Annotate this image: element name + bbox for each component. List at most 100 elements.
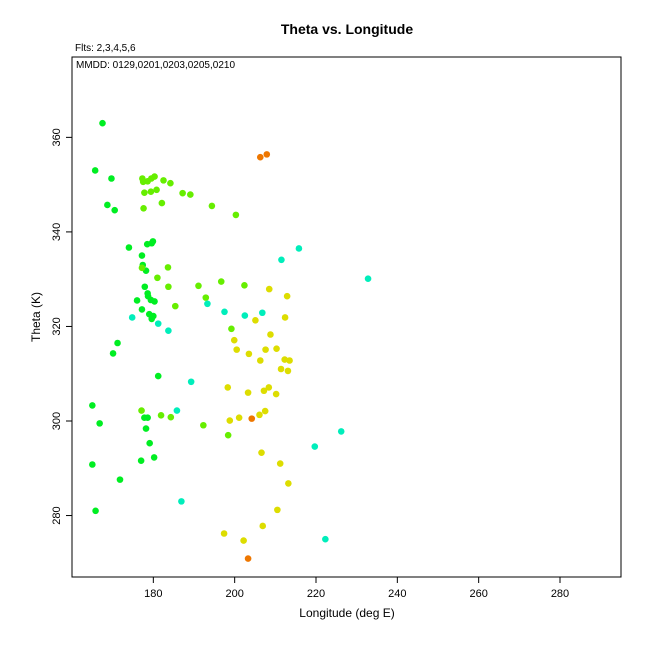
data-point [235,414,243,421]
data-point [284,367,292,375]
data-point [244,555,252,562]
data-point [256,411,263,419]
data-point [89,402,96,409]
data-point [179,189,186,197]
data-point [133,297,141,304]
data-point [128,314,136,321]
data-point [265,285,273,293]
data-point [140,204,147,212]
data-point [141,189,148,196]
data-point [116,476,124,483]
data-point [173,407,181,414]
data-point [261,407,269,415]
data-point [146,439,153,447]
data-point [337,428,345,435]
data-point [89,461,96,468]
data-point [252,317,259,324]
y-tick-label: 300 [51,412,63,430]
data-point [260,387,268,395]
y-tick-label: 320 [51,317,63,335]
x-tick-label: 180 [144,588,162,600]
data-point [259,522,267,530]
x-axis: 180 200 220 240 260 280 [144,577,569,600]
data-point [311,443,319,450]
data-point [241,282,248,289]
data-point [217,278,225,285]
y-tick-label: 360 [51,128,63,146]
data-point [286,357,293,364]
dates-annotation: MMDD: 0129,0201,0203,0205,0210 [76,60,235,71]
data-point [221,308,228,316]
data-point [137,457,145,465]
data-point [149,238,157,245]
data-point [160,177,167,184]
data-point [200,421,207,429]
data-point [91,167,99,174]
data-point [220,530,228,537]
data-point [138,306,146,313]
data-point [295,245,303,252]
data-point [157,412,165,419]
data-point [187,378,195,386]
data-point [256,153,264,161]
data-point [265,384,273,391]
data-point [245,350,253,358]
data-point [262,346,269,353]
data-point [273,345,280,352]
x-tick-label: 280 [551,588,569,600]
chart-title: Theta vs. Longitude [281,21,413,37]
data-point [208,202,216,210]
data-point [109,350,117,357]
data-point [195,282,202,290]
data-point [240,537,247,544]
data-point [96,420,103,427]
data-point [187,191,194,198]
data-point [167,179,174,187]
y-tick-label: 340 [51,223,63,241]
data-point [263,151,271,158]
data-point [99,119,106,127]
data-point [202,294,210,301]
data-point [256,357,264,364]
data-point [108,175,115,182]
data-point [142,425,150,432]
x-tick-label: 220 [307,588,325,600]
data-point [281,356,288,363]
data-point [147,188,155,196]
data-point [165,283,172,291]
data-point [141,283,149,291]
data-point [226,417,234,424]
data-point [233,346,240,353]
data-point [259,309,266,317]
data-point [125,244,133,251]
x-axis-label: Longitude (deg E) [299,606,394,620]
data-point [150,312,157,320]
data-point [230,336,238,344]
data-point [151,173,158,180]
data-point [283,292,291,300]
data-point [276,460,284,467]
data-point [224,431,232,439]
data-point [281,314,289,321]
data-point [138,407,145,414]
x-tick-label: 240 [388,588,406,600]
data-point [248,415,256,422]
data-point [138,264,146,272]
data-point [272,390,280,398]
x-tick-label: 260 [469,588,487,600]
data-points [89,119,372,562]
data-point [158,199,166,207]
data-point [244,389,252,396]
data-point [285,480,292,487]
data-point [232,211,240,219]
data-point [204,300,211,308]
data-point [267,331,274,338]
data-point [171,302,179,310]
data-point [178,498,185,505]
data-point [92,507,99,515]
data-point [277,365,285,373]
y-axis-label: Theta (K) [29,292,43,342]
data-point [154,320,162,327]
data-point [150,454,158,461]
